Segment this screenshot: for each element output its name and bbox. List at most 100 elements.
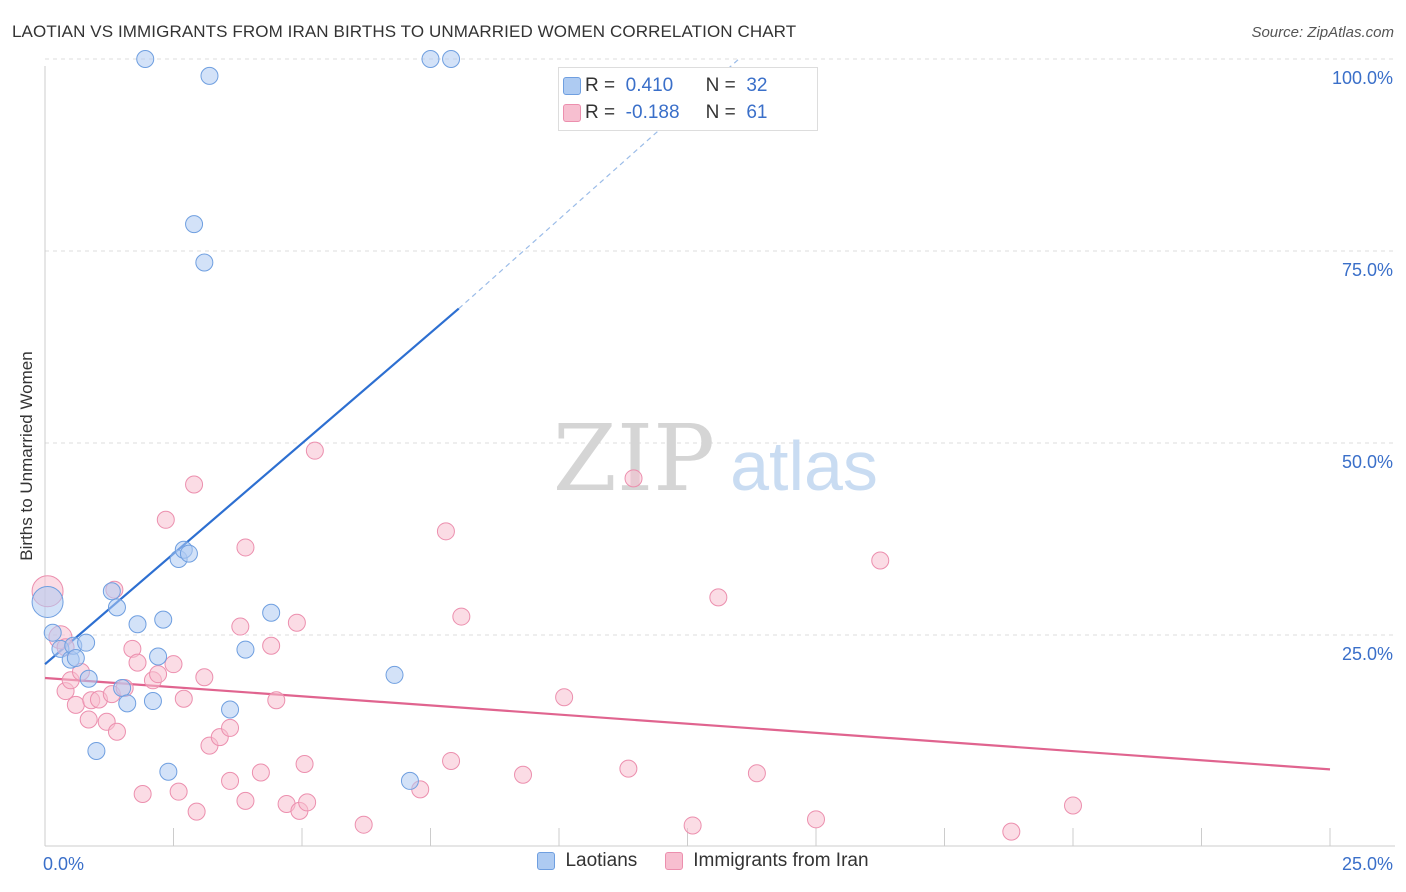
- point-iran: [251, 763, 270, 782]
- source-note: Source: ZipAtlas.com: [1251, 24, 1394, 41]
- axes: [44, 66, 1395, 847]
- point-iran: [195, 668, 214, 687]
- point-iran: [267, 691, 286, 710]
- point-iran: [185, 475, 204, 494]
- point-laotians: [113, 678, 132, 697]
- point-iran: [236, 791, 255, 810]
- n-label: N =: [705, 102, 736, 123]
- point-iran: [709, 588, 728, 607]
- point-iran: [128, 653, 147, 672]
- point-laotians: [154, 610, 173, 629]
- point-iran: [436, 522, 455, 541]
- point-laotians: [66, 649, 85, 668]
- point-laotians: [221, 700, 240, 719]
- watermark-atlas: atlas: [730, 427, 878, 505]
- point-iran: [66, 695, 85, 714]
- legend-swatch-iran: [665, 852, 684, 870]
- point-laotians: [79, 669, 98, 688]
- point-iran: [149, 665, 168, 684]
- y-tick-label: 100.0%: [1332, 68, 1393, 88]
- point-iran: [79, 710, 98, 729]
- legend-swatch-laotians: [537, 852, 556, 870]
- point-laotians: [421, 50, 440, 68]
- point-iran: [221, 718, 240, 737]
- x-tick-label: 25.0%: [1342, 854, 1393, 874]
- watermark-zip: ZIP: [553, 405, 715, 512]
- point-laotians: [185, 215, 204, 234]
- point-laotians: [262, 603, 281, 622]
- watermark: ZIP atlas: [553, 405, 878, 512]
- point-iran: [221, 771, 240, 790]
- point-laotians: [236, 640, 255, 659]
- n-value: 61: [746, 102, 768, 123]
- point-iran: [231, 617, 250, 636]
- point-iran: [624, 469, 643, 488]
- point-iran: [871, 551, 890, 570]
- point-iran: [683, 816, 702, 835]
- legend-item-iran[interactable]: Immigrants from Iran: [665, 850, 869, 872]
- point-iran: [305, 441, 324, 460]
- point-laotians: [200, 66, 219, 85]
- chart-title: LAOTIAN VS IMMIGRANTS FROM IRAN BIRTHS T…: [12, 22, 797, 41]
- y-tick-label: 25.0%: [1342, 644, 1393, 664]
- r-value: -0.188: [625, 102, 680, 123]
- point-laotians: [179, 544, 198, 563]
- point-laotians: [143, 692, 162, 711]
- point-iran: [1002, 822, 1021, 841]
- point-iran: [298, 793, 317, 812]
- point-iran: [514, 765, 533, 784]
- point-laotians: [128, 615, 147, 634]
- tick-labels: 100.0% 75.0% 50.0% 25.0% 0.0% 25.0%: [43, 68, 1393, 874]
- point-iran: [442, 751, 461, 770]
- point-iran: [133, 784, 152, 803]
- point-laotians: [400, 771, 419, 790]
- legend-item-laotians[interactable]: Laotians: [537, 850, 637, 872]
- point-iran: [174, 689, 193, 708]
- x-tick-label: 0.0%: [43, 854, 84, 874]
- point-iran: [164, 655, 183, 674]
- point-iran: [107, 722, 126, 741]
- point-iran: [747, 764, 766, 783]
- point-laotians: [149, 647, 168, 666]
- swatch-iran: [563, 104, 581, 122]
- point-iran: [236, 538, 255, 557]
- point-iran: [354, 815, 373, 834]
- stats-row-iran: R = -0.188 N = 61: [563, 100, 768, 126]
- point-laotians: [87, 741, 106, 760]
- data-points: [31, 50, 1082, 841]
- point-laotians: [442, 50, 461, 68]
- point-iran: [1064, 796, 1082, 815]
- point-laotians: [136, 50, 155, 68]
- point-laotians: [159, 762, 178, 781]
- point-iran: [262, 636, 281, 655]
- r-value: 0.410: [625, 75, 674, 96]
- point-laotians: [385, 665, 404, 684]
- point-laotians: [43, 623, 62, 642]
- r-label: R =: [585, 75, 616, 96]
- trend-line-laotians: [44, 307, 460, 666]
- trend-line-iran: [44, 676, 1331, 771]
- stats-legend: R = 0.410 N = 32 R = -0.188 N = 61: [558, 67, 818, 131]
- point-iran: [287, 613, 306, 632]
- n-value: 32: [746, 75, 768, 96]
- point-iran: [187, 802, 206, 821]
- series-legend: Laotians Immigrants from Iran: [0, 850, 1406, 872]
- point-iran: [555, 688, 574, 707]
- point-laotians: [102, 582, 121, 601]
- point-iran: [156, 510, 175, 529]
- y-tick-label: 75.0%: [1342, 260, 1393, 280]
- point-laotians: [77, 633, 96, 652]
- stats-row-laotians: R = 0.410 N = 32: [563, 73, 768, 99]
- point-iran: [452, 607, 471, 626]
- point-laotians: [107, 598, 126, 617]
- point-iran: [807, 810, 825, 829]
- point-iran: [295, 755, 314, 774]
- legend-label-iran: Immigrants from Iran: [693, 850, 869, 871]
- gridlines: [45, 58, 1395, 636]
- r-label: R =: [585, 102, 616, 123]
- point-iran: [169, 782, 188, 801]
- y-tick-label: 50.0%: [1342, 452, 1393, 472]
- point-laotians: [31, 585, 64, 618]
- legend-label-laotians: Laotians: [565, 850, 638, 871]
